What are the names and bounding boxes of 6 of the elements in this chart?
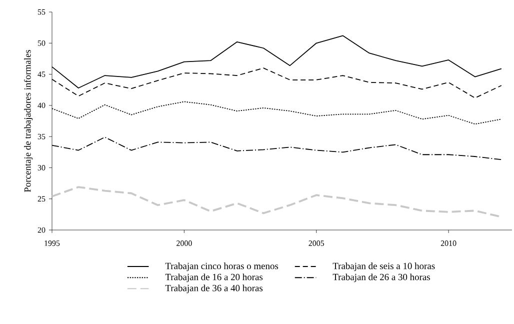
legend-label: Trabajan de seis a 10 horas bbox=[332, 262, 435, 272]
legend-label: Trabajan cinco horas o menos bbox=[165, 262, 278, 272]
legend-label: Trabajan de 26 a 30 horas bbox=[332, 274, 430, 282]
legend-label: Trabajan de 36 a 40 horas bbox=[165, 284, 263, 294]
y-axis-title: Porcentaje de trabajadores informales bbox=[24, 50, 33, 192]
legend-label: Trabajan de 16 a 20 horas bbox=[165, 274, 263, 282]
